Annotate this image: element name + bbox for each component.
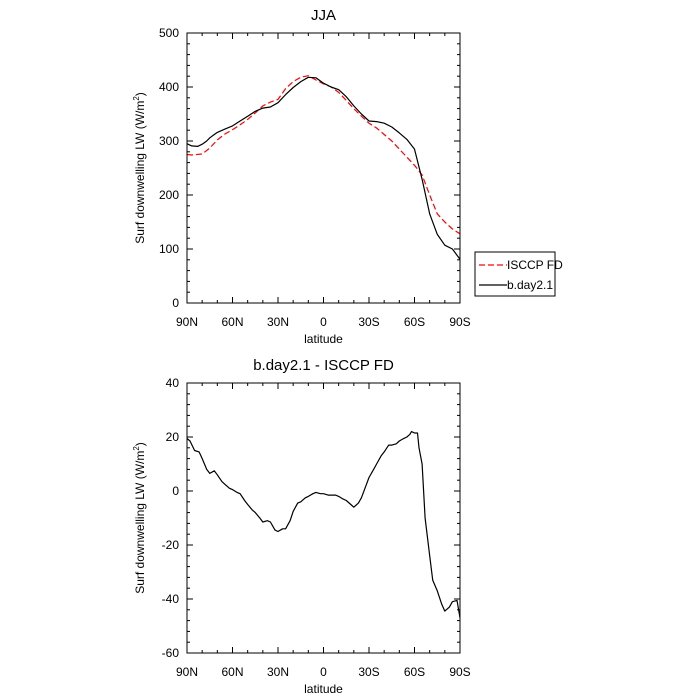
y-tick-label: 0	[172, 484, 179, 498]
x-tick-label: 0	[320, 315, 327, 329]
y-tick-label: -20	[162, 538, 180, 552]
x-tick-label: 90S	[449, 665, 470, 679]
y-axis-label: Surf downwelling LW (W/m2)	[132, 92, 147, 244]
y-tick-label: -60	[162, 646, 180, 660]
y-tick-label: 0	[172, 296, 179, 310]
y-tick-label: 20	[166, 430, 180, 444]
x-tick-label: 0	[320, 665, 327, 679]
plot-frame	[186, 32, 461, 304]
x-tick-label: 30S	[358, 665, 379, 679]
y-axis-label-sup: 2	[132, 96, 141, 101]
y-tick-label: -40	[162, 592, 180, 606]
minor-ticks	[186, 382, 461, 654]
series-line-b-day2-1	[187, 76, 460, 260]
x-tick-label: 60N	[221, 315, 243, 329]
x-tick-label: 30S	[358, 315, 379, 329]
y-tick-label: 100	[159, 242, 179, 256]
y-axis-label-main: Surf downwelling LW (W/m	[133, 451, 147, 594]
y-tick-label: 40	[166, 376, 180, 390]
legend-label: b.day2.1	[507, 278, 553, 292]
y-tick-label: 300	[159, 134, 179, 148]
legend-box	[474, 251, 556, 297]
y-axis-label-sup: 2	[132, 446, 141, 451]
x-tick-label: 90N	[176, 315, 198, 329]
legend-label: ISCCP FD	[507, 258, 563, 272]
bottom-chart-difference: b.day2.1 - ISCCP FD 90N 60N 30N 0 30S 60S 90S -6…	[132, 357, 471, 696]
y-axis-label: Surf downwelling LW (W/m2)	[132, 442, 147, 594]
y-tick-label: 500	[159, 26, 179, 40]
chart-title: b.day2.1 - ISCCP FD	[253, 357, 394, 374]
series-line-b-day2-1-isccp-fd	[187, 431, 460, 619]
x-tick-label: 60S	[404, 315, 425, 329]
legend: ISCCP FD b.day2.1	[474, 251, 563, 297]
plot-frame	[186, 382, 461, 654]
x-axis-label: latitude	[304, 682, 343, 696]
x-tick-label: 90N	[176, 665, 198, 679]
y-axis-label-end: )	[133, 442, 147, 446]
y-axis-label-main: Surf downwelling LW (W/m	[133, 101, 147, 244]
x-tick-label: 90S	[449, 315, 470, 329]
x-tick-label: 30N	[267, 315, 289, 329]
x-tick-label: 60N	[221, 665, 243, 679]
series-line-isccp-fd	[187, 75, 460, 235]
x-tick-label: 30N	[267, 665, 289, 679]
chart-title: JJA	[311, 7, 336, 24]
y-tick-label: 400	[159, 80, 179, 94]
y-tick-label: 200	[159, 188, 179, 202]
y-axis-label-end: )	[133, 92, 147, 96]
x-tick-label: 60S	[404, 665, 425, 679]
x-axis-label: latitude	[304, 332, 343, 346]
top-chart-jja: JJA 90N 60N 30N 0 30S 60S 90S 0 100 200 300 400 500 la…	[132, 7, 563, 346]
